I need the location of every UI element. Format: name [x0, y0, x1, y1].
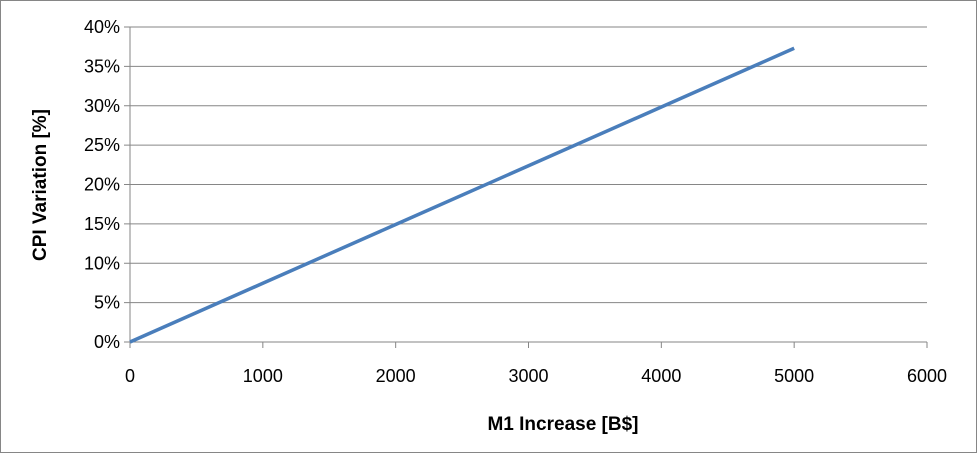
axes	[124, 26, 928, 348]
y-tick-label: 40%	[84, 17, 120, 37]
y-tick-label: 10%	[84, 253, 120, 273]
x-tick-label: 6000	[907, 366, 947, 386]
x-axis-title: M1 Increase [B$]	[487, 414, 638, 435]
y-tick-label: 30%	[84, 96, 120, 116]
x-tick-label: 4000	[641, 366, 681, 386]
y-tick-label: 0%	[94, 332, 120, 352]
y-tick-label: 15%	[84, 214, 120, 234]
y-tick-label: 5%	[94, 293, 120, 313]
gridlines	[130, 26, 927, 304]
y-axis-tick-labels: 0% 5% 10% 15% 20% 25% 30% 35% 40%	[84, 17, 120, 352]
x-axis-tick-labels: 0 1000 2000 3000 4000 5000 6000	[125, 366, 947, 386]
x-tick-label: 3000	[508, 366, 548, 386]
x-tick-label: 0	[125, 366, 135, 386]
series-group	[129, 46, 795, 344]
y-tick-label: 35%	[84, 56, 120, 76]
x-tick-label: 1000	[243, 366, 283, 386]
y-tick-label: 25%	[84, 135, 120, 155]
series-line-0	[129, 46, 795, 344]
x-tick-label: 5000	[774, 366, 814, 386]
y-axis-title: CPI Variation [%]	[30, 109, 51, 261]
y-tick-label: 20%	[84, 175, 120, 195]
x-tick-label: 2000	[376, 366, 416, 386]
